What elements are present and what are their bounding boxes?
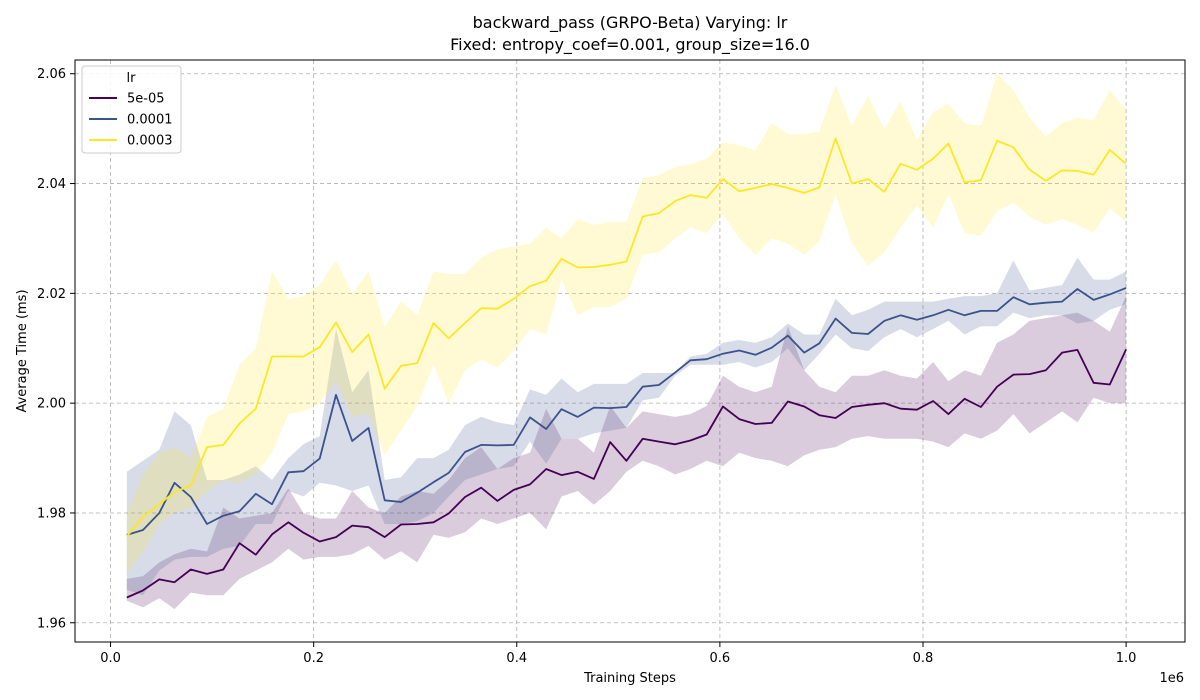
series-line-2 <box>126 137 1127 538</box>
x-tick-label: 1.0 <box>1116 651 1137 666</box>
y-tick-label: 1.96 <box>37 616 66 631</box>
series-line-1 <box>126 287 1127 536</box>
y-tick-label: 2.04 <box>37 177 66 192</box>
legend-label: 5e-05 <box>127 92 165 107</box>
legend-label: 0.0003 <box>127 134 173 149</box>
plot-frame <box>74 59 1186 643</box>
x-axis-label: Training Steps <box>583 671 676 686</box>
x-tick-label: 0.8 <box>913 651 934 666</box>
band-2 <box>126 73 1127 574</box>
chart-title: backward_pass (GRPO-Beta) Varying: lr <box>473 13 788 33</box>
chart-subtitle: Fixed: entropy_coef=0.001, group_size=16… <box>450 35 810 55</box>
legend-box <box>81 65 182 154</box>
x-tick-label: 0.2 <box>303 651 324 666</box>
series-lines <box>126 137 1127 599</box>
band-0 <box>126 296 1127 610</box>
legend-label: 0.0001 <box>127 113 173 128</box>
legend: lr 5e-05 0.0001 0.0003 <box>81 65 182 154</box>
y-tick-label: 1.98 <box>37 506 66 521</box>
x-tick-label: 0.0 <box>100 651 121 666</box>
y-tick-label: 2.06 <box>37 67 66 82</box>
confidence-bands <box>126 73 1127 610</box>
x-tick-label: 0.4 <box>506 651 527 666</box>
y-tick-label: 2.02 <box>37 287 66 302</box>
x-axis-multiplier: 1e6 <box>1159 671 1184 686</box>
y-axis-label: Average Time (ms) <box>15 289 30 412</box>
band-1 <box>126 257 1127 596</box>
legend-title: lr <box>127 71 137 86</box>
axis-ticks: 0.0 0.2 0.4 0.6 0.8 1.0 1.96 1.98 2.00 2.02 2.04 2.… <box>37 67 1136 666</box>
y-tick-label: 2.00 <box>37 397 66 412</box>
x-tick-label: 0.6 <box>710 651 731 666</box>
grid <box>75 60 1185 642</box>
series-line-0 <box>126 348 1127 599</box>
